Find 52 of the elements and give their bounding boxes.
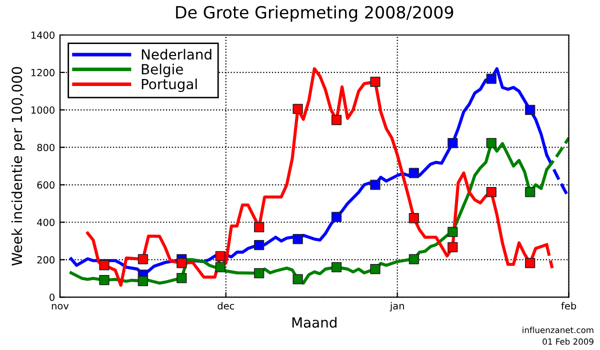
x-tick-label: nov (52, 304, 69, 310)
point (486, 138, 496, 148)
point (138, 254, 148, 264)
point (215, 262, 226, 272)
legend-label: Belgie (142, 64, 183, 78)
point (448, 242, 458, 252)
y-tick-label: 1400 (31, 31, 54, 39)
y-tick-label: 200 (37, 256, 54, 264)
chart-title: De Grote Griepmeting 2008/2009 (176, 6, 454, 22)
point (254, 240, 264, 250)
point (331, 262, 342, 272)
x-axis-title: Maand (292, 316, 336, 328)
y-tick-label: 1200 (31, 68, 54, 76)
point (215, 251, 226, 262)
point (408, 213, 420, 224)
y-tick-label: 400 (37, 218, 54, 226)
point (176, 272, 187, 284)
point (99, 275, 110, 286)
point (254, 268, 264, 278)
y-axis-title: Week incidentie per 100,000 (11, 67, 25, 266)
point (370, 76, 380, 87)
text: influenzanet.com (522, 326, 594, 334)
point (408, 168, 420, 178)
point (138, 276, 148, 286)
x-tick-label: jan (390, 302, 404, 312)
point (448, 138, 458, 148)
point (486, 74, 496, 84)
text: 01 Feb 2009 (542, 338, 594, 345)
point (525, 258, 536, 268)
y-tick-label: 600 (37, 181, 54, 189)
point (370, 180, 380, 190)
point (448, 226, 458, 238)
point (292, 274, 303, 284)
y-tick-label: 1000 (31, 106, 54, 114)
point (525, 104, 536, 115)
y-tick-label: 800 (37, 144, 54, 152)
point (408, 254, 420, 264)
point (525, 187, 536, 198)
point (486, 187, 496, 198)
x-tick-label: dec (218, 302, 234, 310)
point (331, 212, 342, 222)
legend-label: Nederland (142, 48, 212, 60)
y-tick-label: 0 (50, 294, 54, 301)
point (99, 260, 110, 270)
legend-label: Portugal (142, 78, 197, 92)
point (176, 258, 187, 268)
point (292, 234, 303, 244)
point (331, 114, 342, 126)
point (254, 222, 264, 232)
point (370, 264, 380, 274)
x-tick-label: feb (561, 302, 576, 310)
point (292, 104, 303, 114)
